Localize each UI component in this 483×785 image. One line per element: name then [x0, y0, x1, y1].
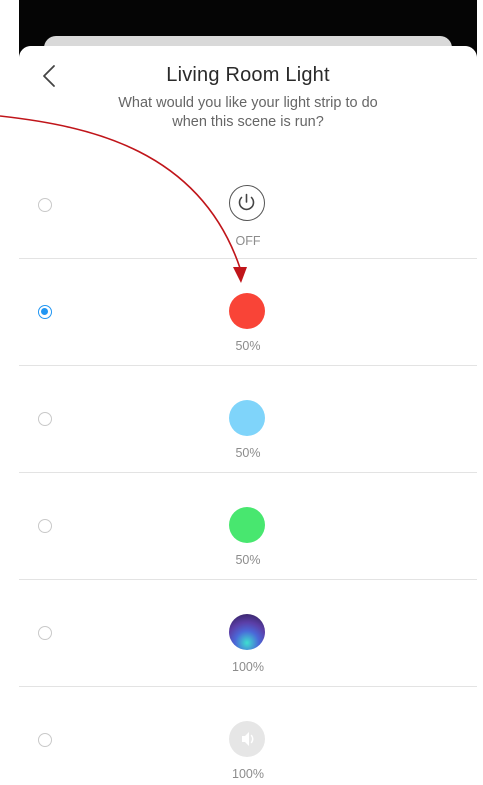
radio-button-selected[interactable] — [38, 305, 52, 319]
chevron-left-icon — [43, 65, 55, 87]
option-list: OFF 50% 50% 50% — [19, 152, 477, 785]
green-color-swatch — [229, 507, 265, 543]
red-color-swatch — [229, 293, 265, 329]
radio-button[interactable] — [38, 733, 52, 747]
radio-button[interactable] — [38, 198, 52, 212]
power-icon — [229, 185, 265, 221]
speaker-scene-icon — [229, 721, 265, 757]
option-row-off[interactable]: OFF — [19, 152, 477, 259]
radio-button[interactable] — [38, 626, 52, 640]
aurora-scene-icon — [229, 614, 265, 650]
option-label: 50% — [235, 553, 261, 567]
option-row-aurora[interactable]: 100% — [19, 580, 477, 687]
option-label: OFF — [235, 234, 261, 248]
option-label: 50% — [235, 339, 261, 353]
radio-button[interactable] — [38, 412, 52, 426]
radio-button[interactable] — [38, 519, 52, 533]
page-subtitle: What would you like your light strip to … — [118, 95, 378, 130]
back-button[interactable] — [37, 62, 61, 90]
option-row-red[interactable]: 50% — [19, 259, 477, 366]
option-row-green[interactable]: 50% — [19, 473, 477, 580]
option-label: 100% — [232, 767, 264, 781]
blue-color-swatch — [229, 400, 265, 436]
option-label: 50% — [235, 446, 261, 460]
sheet-header: Living Room Light What would you like yo… — [19, 46, 477, 152]
page-title: Living Room Light — [166, 64, 330, 86]
scene-action-sheet: Living Room Light What would you like yo… — [19, 46, 477, 785]
option-label: 100% — [232, 660, 264, 674]
option-row-speaker[interactable]: 100% — [19, 687, 477, 785]
app-screen: Living Room Light What would you like yo… — [19, 0, 477, 785]
option-row-blue[interactable]: 50% — [19, 366, 477, 473]
